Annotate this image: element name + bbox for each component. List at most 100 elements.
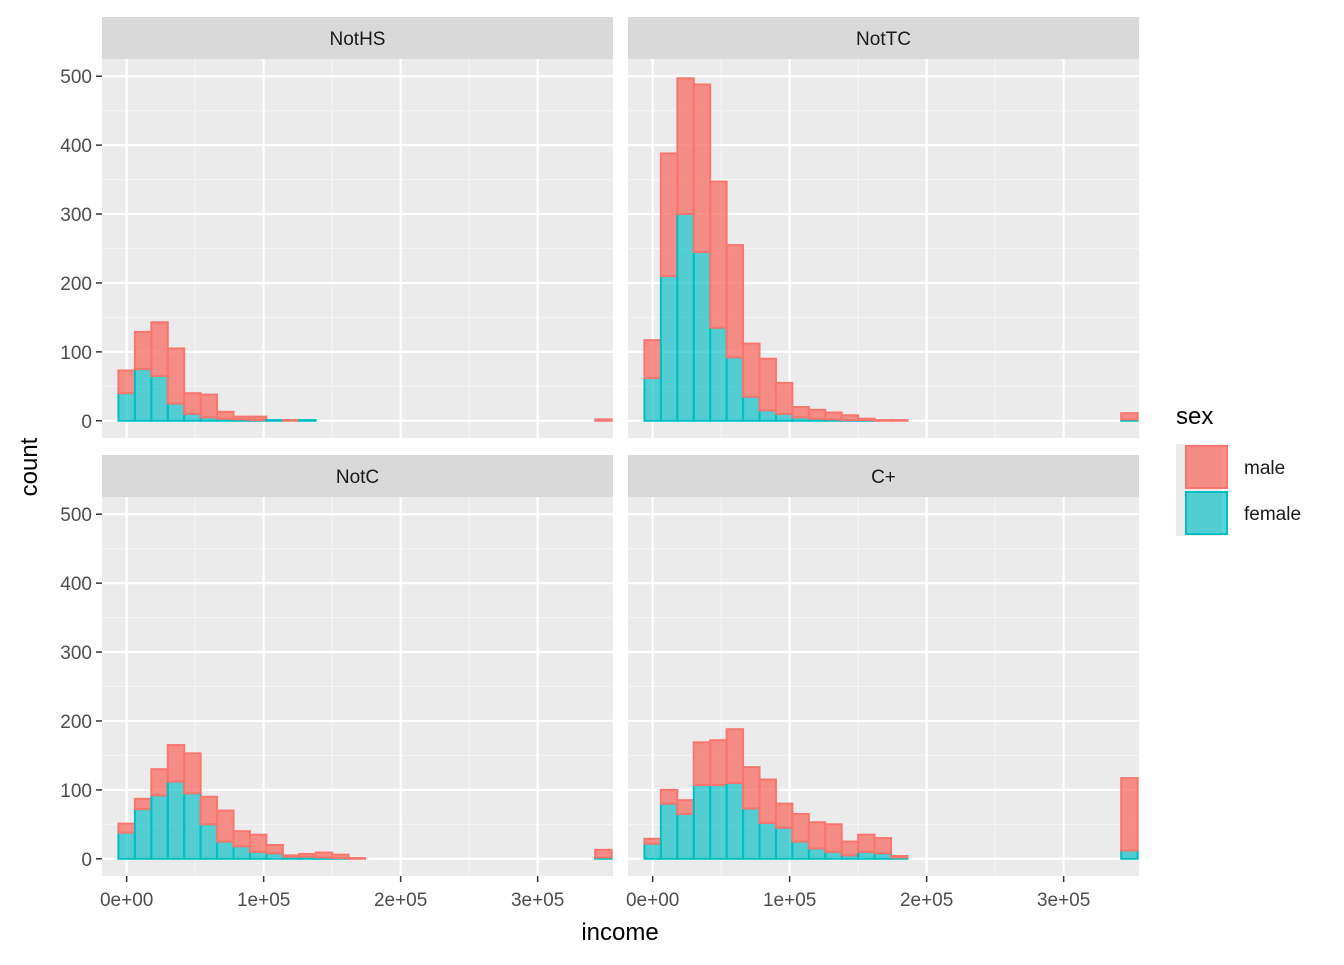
legend-key-male [1185,445,1228,489]
panel-c-x-tick-label: 1e+05 [763,890,816,911]
panel-nottc-bar-male [774,381,794,415]
panel-notc-bar-male [347,857,367,860]
panel-noths-y-tick-label: 500 [60,67,92,88]
panel-nottc-bar-male [742,342,761,398]
panel-nottc-bar-female [774,412,794,422]
panel-notc-bar-male [298,852,317,858]
panel-noths-bar-male [183,392,202,415]
panel-nottc-bar-male [725,244,745,359]
panel-notc-y-tick-label: 300 [60,643,92,664]
panel-nottc-bar-male [758,357,777,412]
panel-c-bar-male [725,728,745,784]
panel-noths-bar-male [248,415,268,422]
panel-noths-strip-label: NotHS [330,29,386,50]
panel-nottc-bar-male [824,411,843,421]
panel-nottc-bar-male [873,419,893,422]
panel-nottc-strip [628,17,1139,59]
panel-noths-bar-male [232,415,251,421]
panel-nottc-bar-male [709,180,728,329]
legend-label-female: female [1244,504,1301,525]
panel-nottc-bar-female [758,409,777,422]
panel-notc-bar-female [117,831,136,860]
panel-noths-bar-female [298,419,317,422]
panel-noths-y-tick-label: 0 [81,412,92,433]
panel-notc-strip [102,455,613,497]
panel-notc-bar-male [314,851,334,859]
panel-c-bar-male [676,799,695,815]
panel-c-bar-female [709,784,728,860]
panel-noths-y-tick-label: 400 [60,136,92,157]
panel-notc-bar-male [216,809,235,843]
panel-nottc-bar-male [1120,412,1139,421]
panel-c-bar-female [807,847,827,860]
panel-nottc-bar-female [725,356,745,422]
panel-notc-bar-female [216,840,235,860]
panel-nottc-bar-female [676,213,695,422]
panel-notc-x-tick-label: 1e+05 [237,890,290,911]
panel-c-bar-female [1120,849,1139,860]
panel-notc-bar-male [265,843,284,855]
panel-noths-bar-female [183,412,202,422]
panel-nottc-bar-male [791,405,810,419]
panel-noths-bar-male [150,321,169,377]
panel-noths-bar-female [133,368,153,422]
panel-notc-bar-male [232,830,251,848]
panel-notc-bar-male [166,744,186,783]
panel-noths-bar-male [594,418,613,422]
panel-notc-y-tick-label: 500 [60,505,92,526]
panel-c-bar-male [1120,777,1139,852]
panel-noths-bar-male [133,330,153,371]
panel-c-bar-male [742,766,761,810]
panel-nottc-bar-female [709,326,728,422]
panel-c-bar-female [643,842,662,860]
panel-noths-bar-female [166,402,186,422]
panel-notc-bar-female [166,780,186,860]
panel-nottc-bar-female [643,377,662,422]
panel-nottc-bar-male [676,77,695,216]
panel-nottc-strip-label: NotTC [856,29,911,50]
panel-notc-bar-male [199,795,219,826]
panel-nottc-bar-male [857,417,876,422]
panel-nottc-bar-male [840,414,860,422]
panel-noths-bar-female [117,392,136,422]
panel-nottc-bar-male [807,408,827,420]
x-axis-title: income [581,919,658,946]
panel-notc-bar-male [594,848,613,859]
panel-c-bar-female [725,781,745,860]
panel-notc-strip-label: NotC [336,467,379,488]
panel-c-bar-male [692,741,712,787]
panel-notc-x-tick-label: 0e+00 [100,890,153,911]
panel-notc-bar-male [281,854,301,858]
panel-notc-y-tick-label: 100 [60,781,92,802]
legend-label-male: male [1244,458,1285,479]
panel-c-bar-female [659,802,679,860]
panel-c-bar-female [791,840,810,860]
panel-c-bar-male [857,833,876,853]
panel-c-bar-female [742,807,761,860]
panel-c-bar-female [857,850,876,860]
panel-c-bar-male [807,821,827,850]
panel-c-x-tick-label: 3e+05 [1037,890,1090,911]
panel-noths-bar-female [265,419,284,422]
panel-c-bar-male [659,788,679,805]
panel-notc-bar-female [150,794,169,860]
panel-c-bar-female [758,821,777,860]
panel-notc-bar-male [183,752,202,795]
legend-title: sex [1176,403,1213,430]
panel-notc-bar-male [150,768,169,797]
panel-nottc-bar-female [692,250,712,422]
panel-c-bar-male [890,855,909,859]
panel-noths-y-tick-label: 300 [60,205,92,226]
panel-noths-bar-male [117,369,136,395]
panel-notc-x-tick-label: 3e+05 [511,890,564,911]
panel-c-bar-male [791,812,810,843]
panel-c-bar-male [709,739,728,787]
panel-nottc-bar-male [659,152,679,278]
panel-notc-bar-female [232,845,251,860]
panel-c-bar-male [774,802,794,829]
panel-c-x-tick-label: 2e+05 [900,890,953,911]
panel-noths-y-tick-label: 200 [60,274,92,295]
panel-noths-bar-male [166,347,186,405]
